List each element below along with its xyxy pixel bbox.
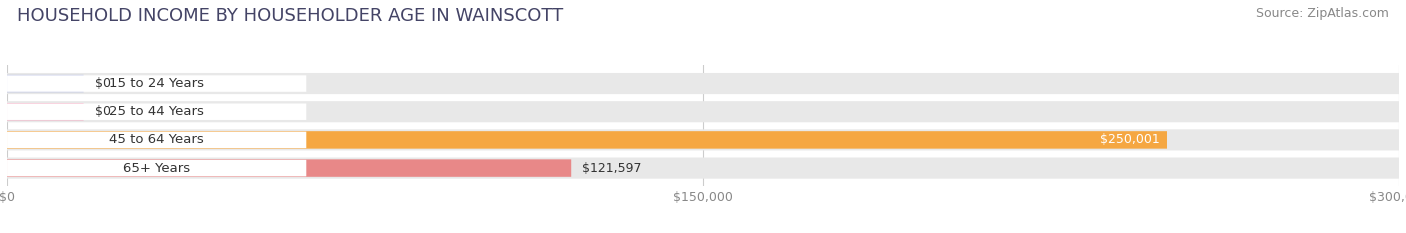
FancyBboxPatch shape [7,159,571,177]
Text: $250,001: $250,001 [1101,134,1160,146]
FancyBboxPatch shape [7,75,83,92]
Text: HOUSEHOLD INCOME BY HOUSEHOLDER AGE IN WAINSCOTT: HOUSEHOLD INCOME BY HOUSEHOLDER AGE IN W… [17,7,564,25]
FancyBboxPatch shape [7,103,307,120]
Text: Source: ZipAtlas.com: Source: ZipAtlas.com [1256,7,1389,20]
FancyBboxPatch shape [7,103,83,120]
FancyBboxPatch shape [7,158,1399,179]
Text: $0: $0 [94,105,111,118]
FancyBboxPatch shape [7,160,307,176]
FancyBboxPatch shape [7,132,307,148]
Text: 65+ Years: 65+ Years [124,161,190,175]
Text: $0: $0 [94,77,111,90]
FancyBboxPatch shape [7,75,307,92]
Text: 45 to 64 Years: 45 to 64 Years [110,134,204,146]
Text: $121,597: $121,597 [582,161,643,175]
FancyBboxPatch shape [7,73,1399,94]
FancyBboxPatch shape [7,101,1399,122]
Text: 15 to 24 Years: 15 to 24 Years [110,77,204,90]
Text: 25 to 44 Years: 25 to 44 Years [110,105,204,118]
FancyBboxPatch shape [7,131,1167,149]
FancyBboxPatch shape [7,129,1399,151]
